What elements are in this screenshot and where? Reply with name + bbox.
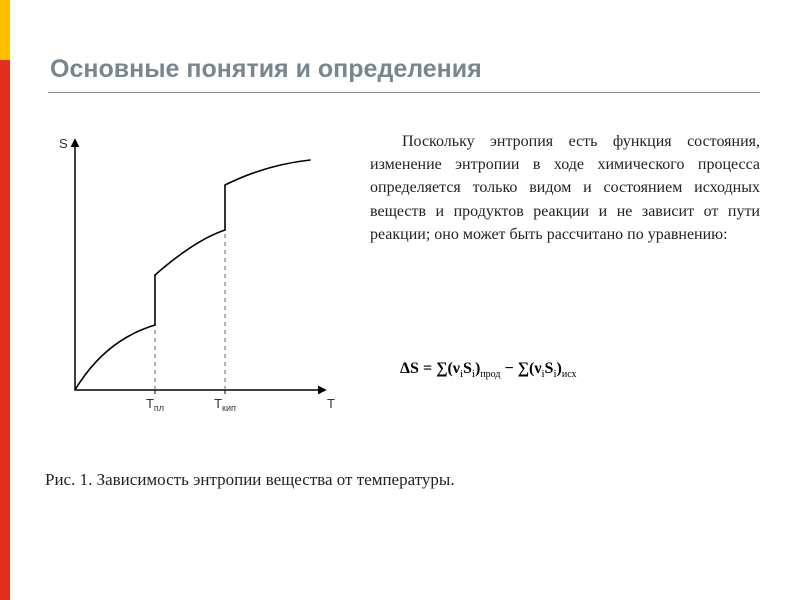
- eq-s1: S: [463, 360, 472, 377]
- curve-segment-2: [155, 230, 225, 275]
- accent-bar-top: [0, 0, 10, 60]
- eq-sum2: ∑: [518, 360, 529, 377]
- eq-isx-label: исх: [562, 369, 577, 380]
- entropy-chart: S T Тпл Ткип: [45, 130, 345, 430]
- chart-svg: S T Тпл Ткип: [45, 130, 345, 430]
- page-title: Основные понятия и определения: [50, 55, 482, 84]
- x-tick-label-0: Тпл: [146, 396, 164, 413]
- eq-nu1: ν: [453, 360, 460, 377]
- y-axis-label: S: [59, 136, 68, 151]
- title-rule: [48, 92, 760, 93]
- curve-segment-0: [75, 325, 155, 390]
- curve-segment-4: [225, 160, 310, 185]
- x-tick-label-1: Ткип: [214, 396, 236, 413]
- eq-lhs: ΔS: [400, 360, 419, 377]
- eq-minus: −: [500, 360, 517, 377]
- eq-sum1: ∑: [436, 360, 447, 377]
- equation: ΔS = ∑(νiSi)прод − ∑(νiSi)исх: [400, 360, 760, 380]
- x-axis-label: T: [327, 396, 335, 411]
- slide: Основные понятия и определения S T Тпл Ткип…: [0, 0, 800, 600]
- accent-bar-bottom: [0, 60, 10, 600]
- eq-eq: =: [419, 360, 436, 377]
- figure-caption: Рис. 1. Зависимость энтропии вещества от…: [45, 470, 455, 490]
- body-paragraph: Поскольку энтропия есть функция состояни…: [370, 130, 760, 246]
- eq-prod-label: прод: [480, 369, 500, 380]
